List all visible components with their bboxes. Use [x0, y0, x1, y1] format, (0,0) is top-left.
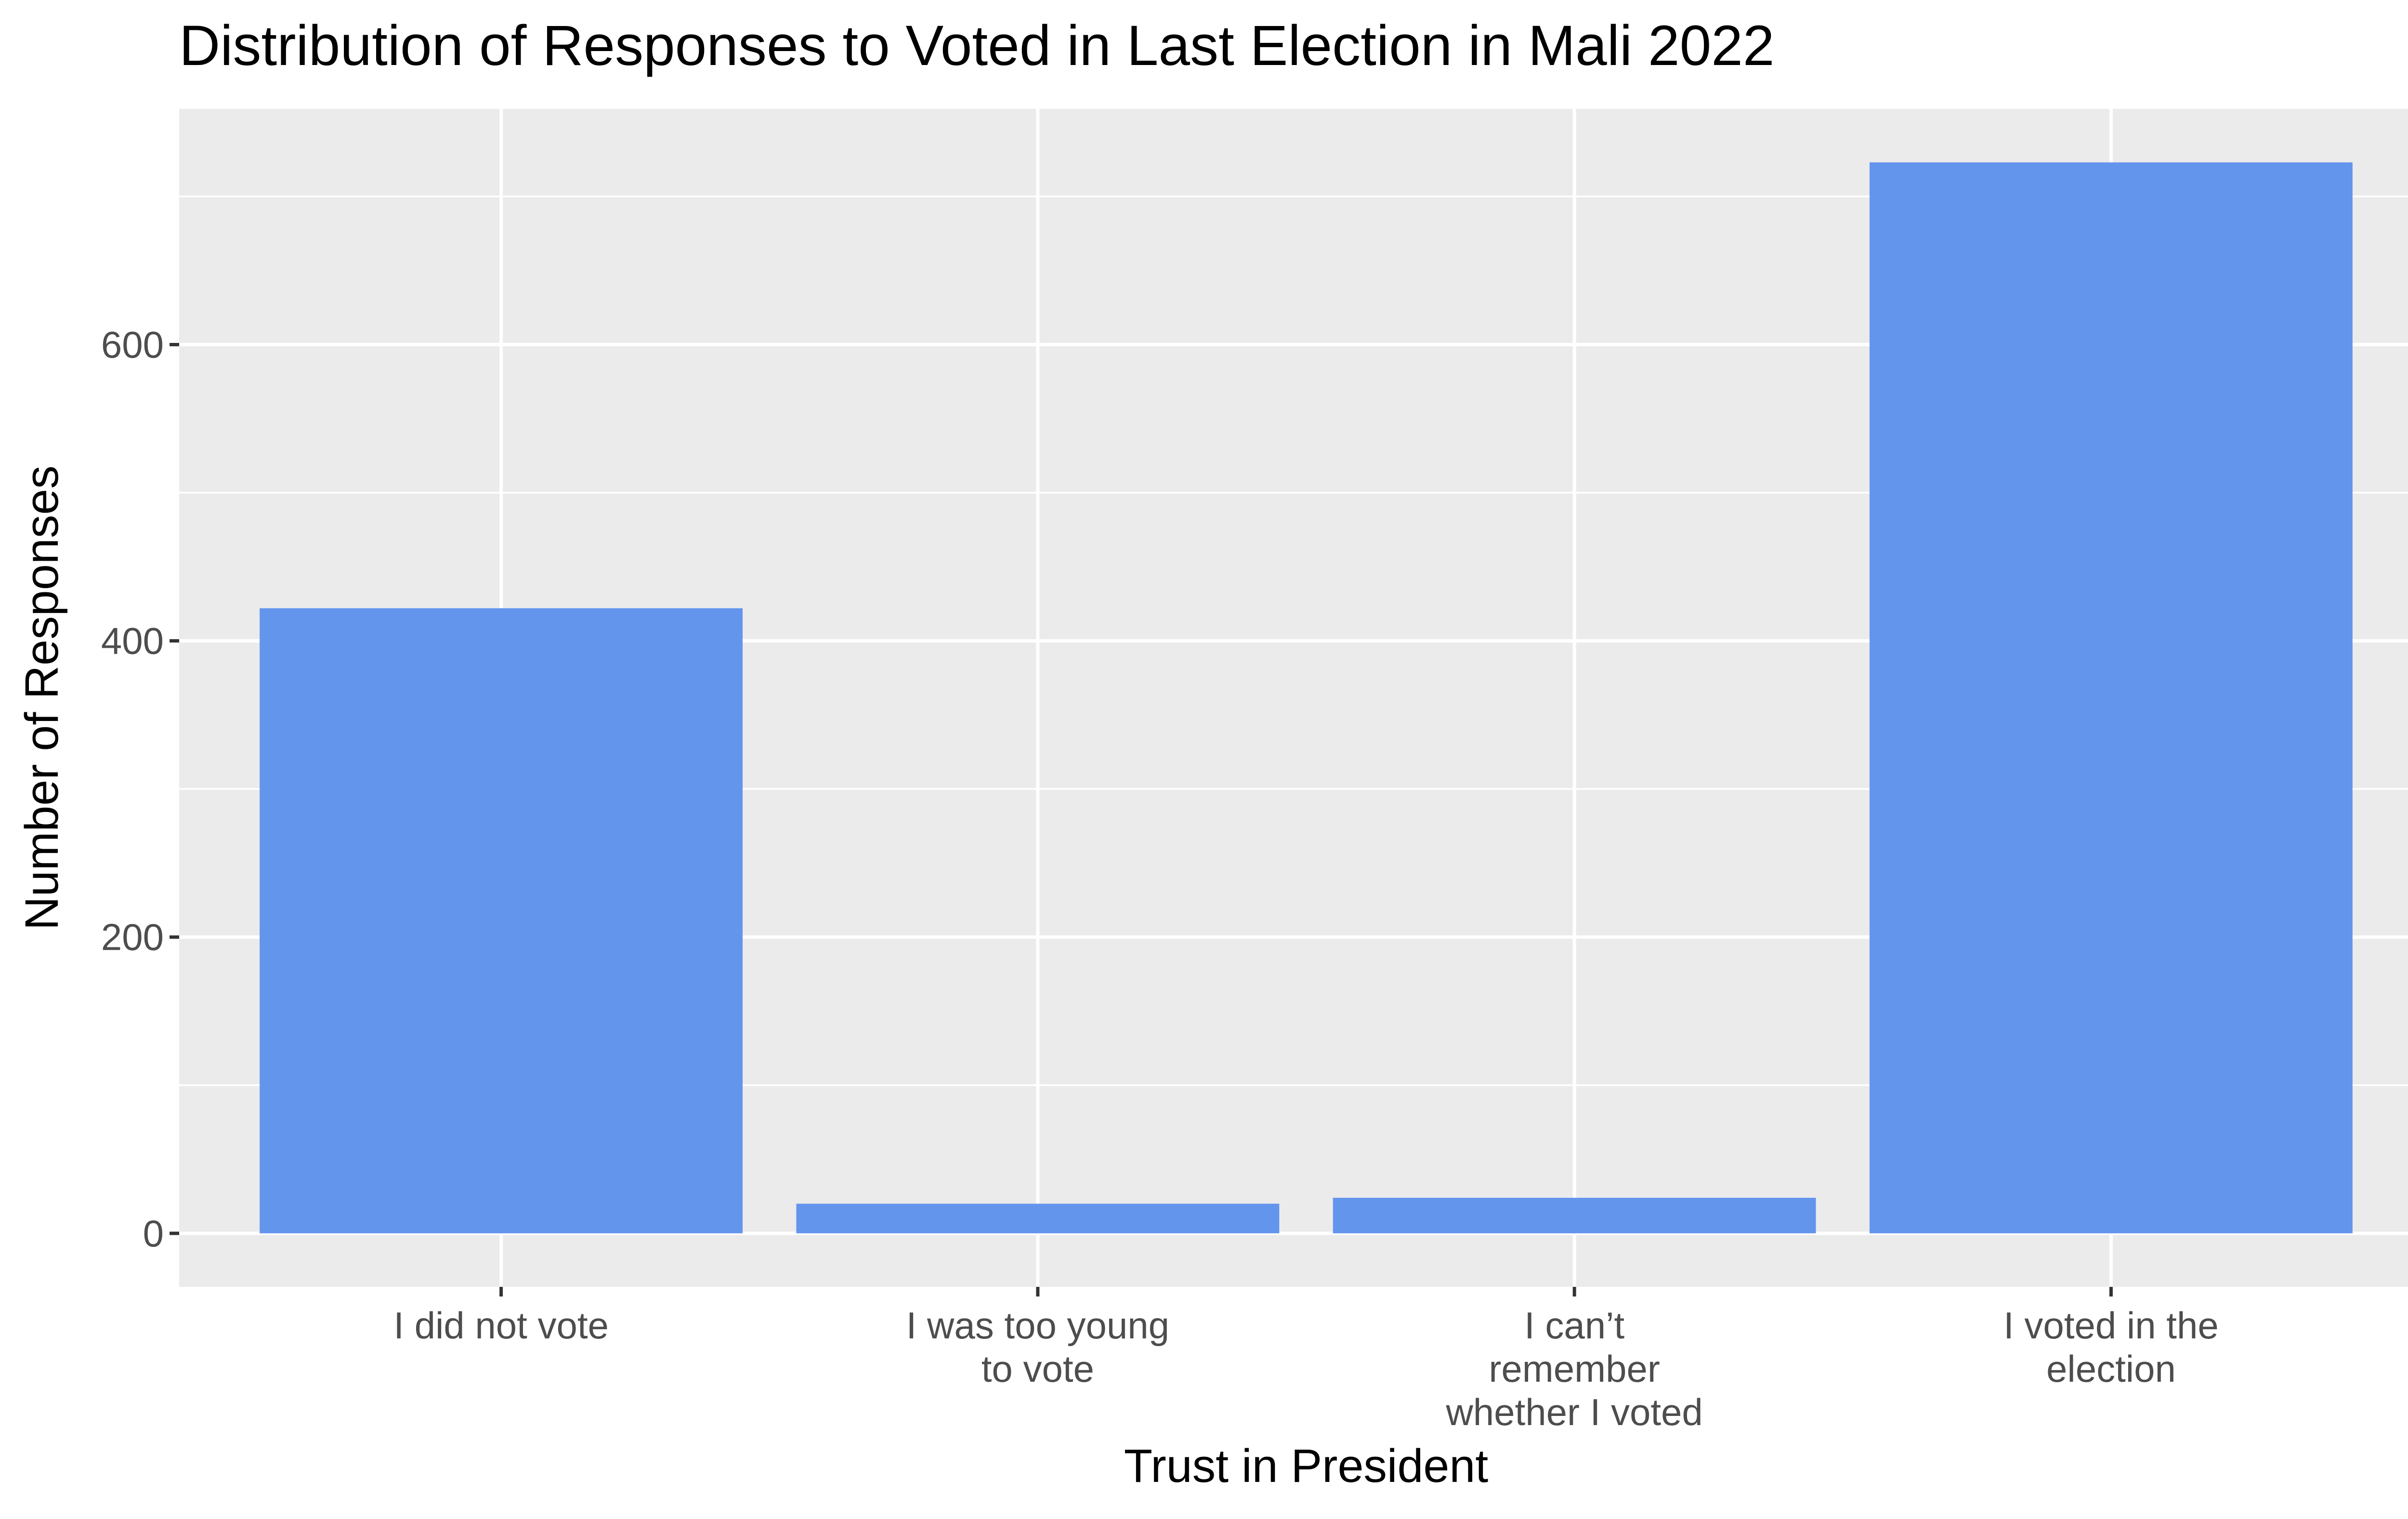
chart-title: Distribution of Responses to Voted in La…	[179, 14, 1774, 78]
x-tick-label: I did not vote	[393, 1304, 609, 1347]
x-tick-label: I was too young to vote	[906, 1304, 1169, 1390]
y-tick-label: 400	[101, 620, 164, 662]
bar	[1870, 162, 2353, 1233]
x-axis-title: Trust in President	[1124, 1440, 1489, 1492]
y-axis-title: Number of Responses	[15, 465, 68, 930]
y-tick-label: 200	[101, 916, 164, 958]
bar	[796, 1204, 1280, 1233]
y-axis: 0 200 400 600	[101, 323, 179, 1255]
x-tick-label: I can’t remember whether I voted	[1445, 1304, 1702, 1433]
bars	[260, 162, 2353, 1233]
bar	[1333, 1198, 1816, 1233]
x-axis: I did not vote I was too young to vote I ca…	[393, 1287, 2219, 1433]
y-tick-label: 0	[143, 1212, 164, 1255]
x-tick-label: I voted in the election	[2003, 1304, 2219, 1390]
y-tick-label: 600	[101, 323, 164, 366]
bar	[260, 608, 743, 1233]
